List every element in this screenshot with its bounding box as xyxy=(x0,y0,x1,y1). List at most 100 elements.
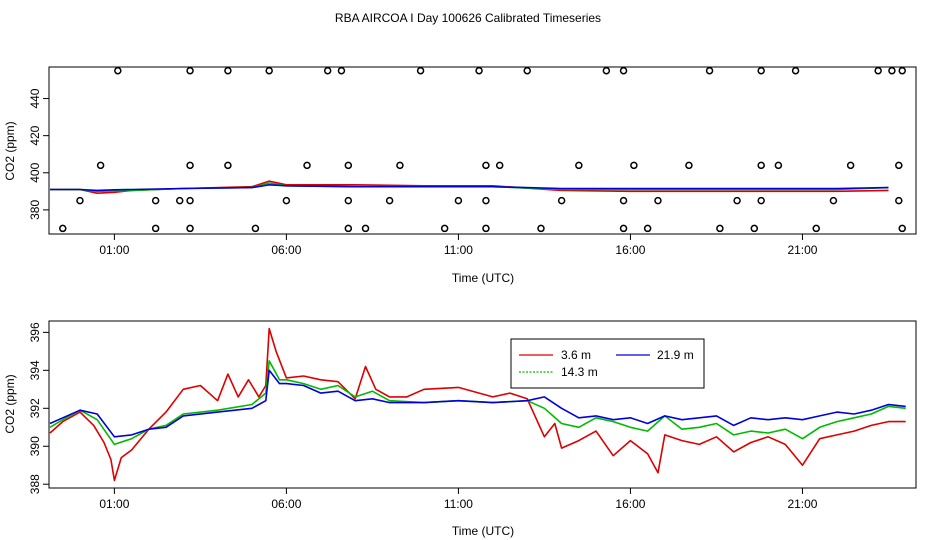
calibration-point xyxy=(323,66,332,75)
legend-box xyxy=(510,338,705,389)
calibration-point xyxy=(654,196,662,205)
calibration-point xyxy=(303,161,311,170)
calibration-point xyxy=(523,66,531,75)
y-tick-label: 400 xyxy=(28,162,42,182)
calibration-point xyxy=(337,66,346,75)
calibration-point xyxy=(186,224,194,233)
calibration-point xyxy=(151,224,160,233)
y-tick-label: 390 xyxy=(28,436,42,456)
calibration-point xyxy=(733,196,741,205)
calibration-point xyxy=(716,224,724,233)
y-tick-label: 380 xyxy=(28,200,42,220)
calibration-point xyxy=(619,224,628,233)
bottom-y-axis: 388 390 392 394 396 xyxy=(28,322,49,494)
calibration-point xyxy=(643,224,652,233)
calibration-point xyxy=(186,196,194,205)
calibration-point xyxy=(282,196,291,205)
bottom-plot-frame xyxy=(48,320,917,489)
calibration-point xyxy=(829,196,838,205)
top-plot-frame xyxy=(48,66,917,235)
bottom-x-axis-label: Time (UTC) xyxy=(452,524,514,538)
x-tick-label: 06:00 xyxy=(271,243,301,257)
x-tick-label: 11:00 xyxy=(444,497,473,511)
calibration-point xyxy=(630,161,638,170)
calibration-point xyxy=(344,161,353,170)
calibration-point xyxy=(495,161,504,170)
calibration-point xyxy=(186,66,194,75)
calibration-point xyxy=(482,161,490,170)
y-tick-label: 440 xyxy=(28,88,42,108)
top-y-axis-label: CO2 (ppm) xyxy=(3,121,17,180)
bottom-x-axis: 01:00 06:00 11:00 16:00 21:00 xyxy=(99,488,818,511)
series-line-21-9-m xyxy=(49,369,906,438)
calibration-point xyxy=(475,66,483,75)
y-tick-label: 388 xyxy=(28,474,42,494)
top-calibration-points xyxy=(59,66,906,233)
series-line-3-6-m xyxy=(49,327,906,482)
top-x-axis: 01:00 06:00 11:00 16:00 21:00 xyxy=(99,234,818,257)
calibration-point xyxy=(895,161,903,170)
calibration-point xyxy=(705,66,714,75)
calibration-point xyxy=(812,224,820,233)
calibration-point xyxy=(344,224,353,233)
calibration-point xyxy=(251,224,260,233)
calibration-point xyxy=(361,224,370,233)
top-x-axis-label: Time (UTC) xyxy=(452,271,514,285)
legend-label-3-6m: 3.6 m xyxy=(561,348,591,362)
calibration-point xyxy=(151,196,160,205)
calibration-point xyxy=(602,66,611,75)
calibration-point xyxy=(757,161,765,170)
calibration-point xyxy=(685,161,693,170)
legend-label-14-3m: 14.3 m xyxy=(561,365,598,379)
calibration-point xyxy=(898,224,906,233)
calibration-point xyxy=(619,196,628,205)
bottom-y-axis-label: CO2 (ppm) xyxy=(3,374,17,433)
calibration-point xyxy=(482,224,490,233)
calibration-point xyxy=(888,66,896,75)
x-tick-label: 21:00 xyxy=(787,497,817,511)
calibration-point xyxy=(575,161,583,170)
calibration-point xyxy=(774,161,783,170)
series-line-21-9-m xyxy=(50,184,889,192)
calibration-point xyxy=(186,161,194,170)
top-y-axis: 380 400 420 440 xyxy=(28,88,49,220)
legend: 3.6 m 21.9 m 14.3 m xyxy=(510,338,705,389)
calibration-point xyxy=(385,196,394,205)
calibration-point xyxy=(895,196,903,205)
calibration-point xyxy=(898,66,906,75)
calibration-point xyxy=(76,196,84,205)
calibration-point xyxy=(557,196,566,205)
calibration-point xyxy=(757,66,765,75)
calibration-point xyxy=(396,161,404,170)
calibration-point xyxy=(440,224,449,233)
calibration-point xyxy=(416,66,425,75)
calibration-point xyxy=(537,224,545,233)
series-line-3-6-m xyxy=(50,180,889,194)
calibration-point xyxy=(224,66,232,75)
x-tick-label: 16:00 xyxy=(615,243,645,257)
calibration-point xyxy=(96,161,105,170)
top-series-group xyxy=(50,180,889,194)
x-tick-label: 11:00 xyxy=(444,243,473,257)
bottom-series-group xyxy=(49,327,906,482)
calibration-point xyxy=(757,196,765,205)
bottom-panel: 388 390 392 394 396 01:00 06:00 11:00 16:00 21:0… xyxy=(3,320,917,538)
y-tick-label: 396 xyxy=(28,322,42,342)
x-tick-label: 01:00 xyxy=(99,497,129,511)
figure-title: RBA AIRCOA I Day 100626 Calibrated Times… xyxy=(335,11,601,25)
y-tick-label: 394 xyxy=(28,360,42,380)
x-tick-label: 21:00 xyxy=(787,243,817,257)
calibration-point xyxy=(874,66,882,75)
top-panel: 380 400 420 440 01:00 06:00 11:00 16:00 21:00 T… xyxy=(3,66,917,285)
calibration-point xyxy=(175,196,184,205)
calibration-point xyxy=(114,66,122,75)
y-tick-label: 420 xyxy=(28,125,42,145)
calibration-point xyxy=(791,66,800,75)
legend-label-21-9m: 21.9 m xyxy=(657,348,694,362)
x-tick-label: 01:00 xyxy=(99,243,129,257)
calibration-point xyxy=(224,161,232,170)
calibration-point xyxy=(344,196,353,205)
y-tick-label: 392 xyxy=(28,398,42,418)
